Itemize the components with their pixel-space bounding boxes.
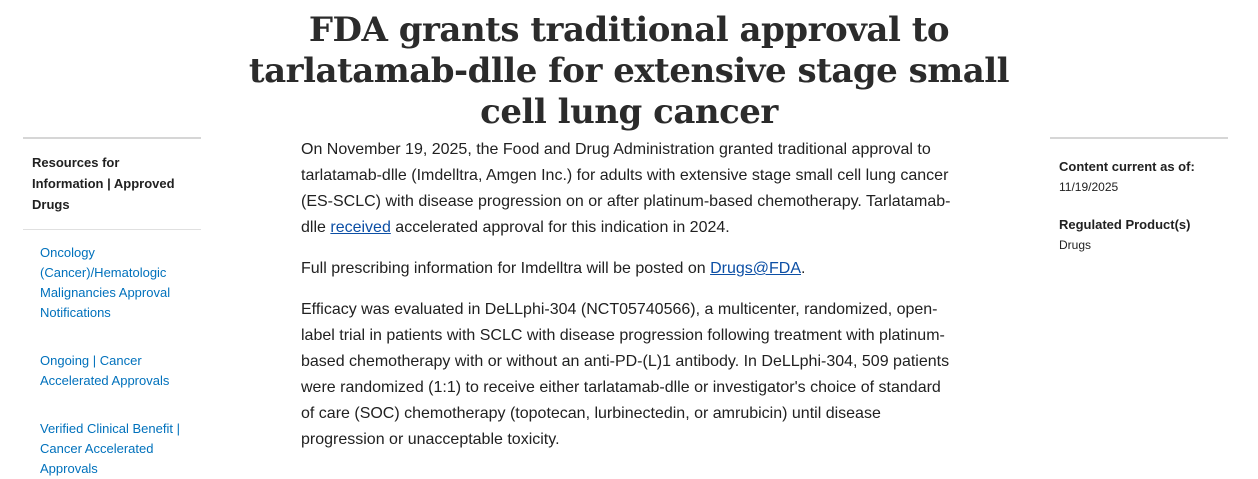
nav-heading: Resources for Information | Approved Dru… [23,139,201,230]
nav-link[interactable]: Ongoing | Cancer Accelerated Approvals [40,353,170,388]
paragraph: On November 19, 2025, the Food and Drug … [301,137,951,241]
left-nav: Resources for Information | Approved Dru… [23,137,201,479]
meta-value: Drugs [1059,238,1092,252]
inline-link[interactable]: received [330,219,391,236]
meta-label: Regulated Product(s) [1059,217,1191,232]
meta-sidebar: Content current as of: 11/19/2025 Regula… [1050,137,1228,255]
paragraph-text: On November 19, 2025, the Food and Drug … [301,141,951,236]
meta-value: 11/19/2025 [1059,180,1119,194]
article-body: On November 19, 2025, the Food and Drug … [301,137,951,468]
page-title: FDA grants traditional approval to tarla… [248,10,1010,132]
inline-link[interactable]: Drugs@FDA [710,260,801,277]
nav-link[interactable]: Oncology (Cancer)/Hematologic Malignanci… [40,245,171,320]
paragraph-text: Full prescribing information for Imdellt… [301,260,711,277]
paragraph-text: accelerated approval for this indication… [390,219,730,236]
paragraph-text: Efficacy was evaluated in DeLLphi-304 (N… [301,301,950,448]
paragraph: Full prescribing information for Imdellt… [301,256,951,282]
meta-label: Content current as of: [1059,159,1195,174]
nav-link[interactable]: Verified Clinical Benefit | Cancer Accel… [40,421,180,476]
paragraph-text: . [801,260,806,277]
paragraph: Efficacy was evaluated in DeLLphi-304 (N… [301,297,951,453]
